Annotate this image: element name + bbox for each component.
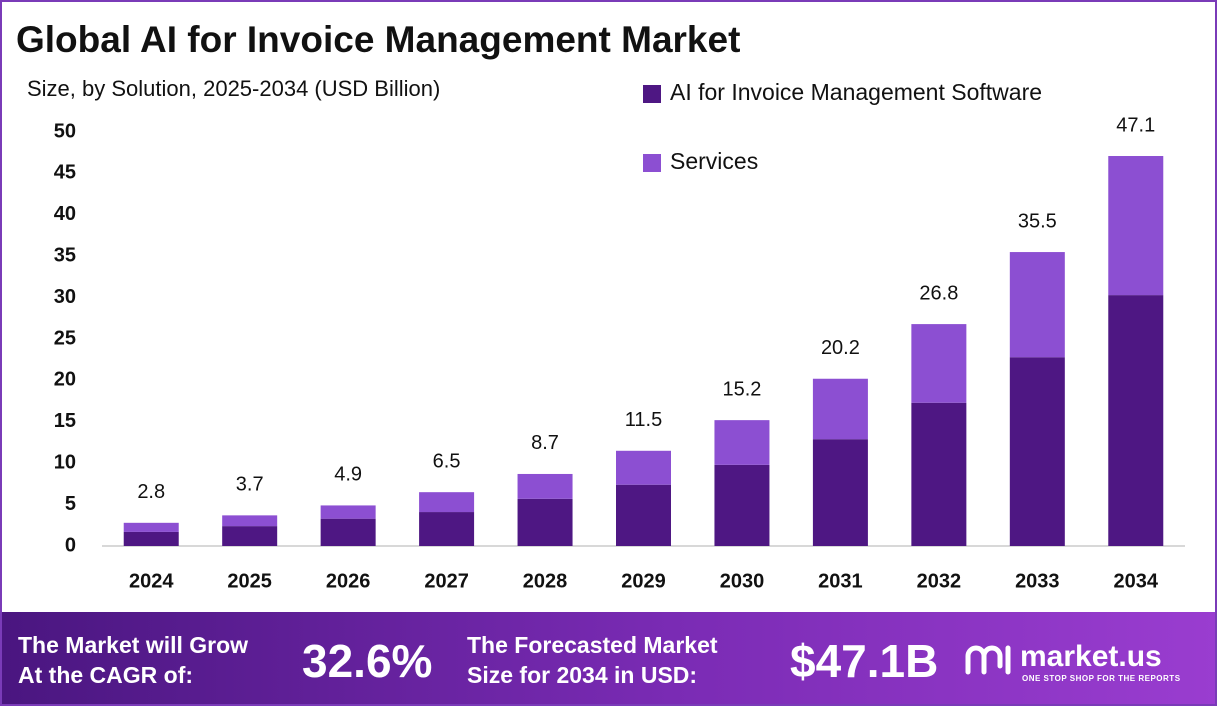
x-tick-label: 2034	[1114, 570, 1159, 592]
footer: The Market will Grow At the CAGR of: 32.6…	[2, 612, 1215, 704]
brand: market.us	[1020, 640, 1162, 673]
y-tick-label: 10	[54, 451, 76, 473]
x-tick-label: 2029	[621, 570, 666, 592]
bar-segment	[123, 531, 179, 546]
x-tick-label: 2024	[129, 570, 174, 592]
bar-segment	[222, 526, 278, 546]
x-tick-label: 2025	[227, 570, 272, 592]
bar-segment	[320, 518, 376, 546]
bar-segment	[320, 505, 376, 519]
bar-segment	[222, 515, 278, 527]
y-tick-label: 50	[54, 120, 76, 142]
forecast-line: The Forecasted Market	[467, 632, 718, 658]
bar-segment	[1108, 295, 1164, 546]
x-tick-label: 2031	[818, 570, 863, 592]
y-tick-label: 25	[54, 327, 76, 349]
bar-segment	[714, 464, 770, 546]
bar-segment	[419, 492, 475, 513]
x-tick-label: 2032	[917, 570, 962, 592]
y-tick-label: 40	[54, 203, 76, 225]
forecast-text: The Forecasted Market Size for 2034 in US…	[467, 630, 718, 690]
bar-segment	[616, 484, 671, 546]
value-label: 35.5	[1018, 210, 1057, 232]
cagr-value: 32.6%	[302, 635, 433, 687]
bar-segment	[714, 420, 770, 465]
y-tick-label: 45	[54, 162, 76, 184]
value-label: 20.2	[821, 337, 860, 359]
cagr-text: The Market will Grow At the CAGR of:	[18, 630, 248, 690]
value-label: 8.7	[531, 432, 559, 454]
cagr-line: At the CAGR of:	[18, 662, 194, 688]
x-tick-label: 2027	[424, 570, 469, 592]
bar-segment	[419, 512, 475, 546]
bar-segment	[123, 522, 179, 532]
bar-segment	[1009, 357, 1065, 546]
chart-title: Global AI for Invoice Management Market	[16, 19, 740, 60]
chart-subtitle: Size, by Solution, 2025-2034 (USD Billio…	[27, 76, 440, 101]
value-label: 3.7	[236, 474, 264, 496]
bar-segment	[1009, 252, 1065, 358]
legend-label: Services	[670, 148, 758, 174]
bar-segment	[517, 473, 573, 499]
legend-swatch	[643, 85, 661, 103]
value-label: 26.8	[919, 282, 958, 304]
bar-segment	[616, 450, 671, 485]
forecast-line: Size for 2034 in USD:	[467, 662, 698, 688]
bar-segment	[911, 324, 967, 403]
y-tick-label: 0	[65, 534, 76, 556]
x-tick-label: 2030	[720, 570, 765, 592]
bar-segment	[911, 402, 967, 546]
y-tick-label: 15	[54, 410, 76, 432]
value-label: 11.5	[625, 409, 662, 431]
value-label: 4.9	[334, 464, 362, 486]
y-tick-label: 20	[54, 369, 76, 391]
bar-segment	[812, 439, 868, 546]
brand-logo	[965, 645, 1011, 675]
y-tick-label: 30	[54, 286, 76, 308]
chart: Global AI for Invoice Management Market …	[16, 19, 1185, 592]
x-tick-label: 2026	[326, 570, 371, 592]
tagline: ONE STOP SHOP FOR THE REPORTS	[1022, 674, 1181, 683]
legend-swatch	[643, 154, 661, 172]
legend-label: AI for Invoice Management Software	[670, 79, 1042, 105]
value-label: 2.8	[137, 481, 165, 503]
value-label: 47.1	[1116, 114, 1155, 136]
y-tick-label: 5	[65, 493, 76, 515]
bar-segment	[812, 378, 868, 440]
value-label: 15.2	[722, 378, 761, 400]
value-label: 6.5	[433, 450, 461, 472]
cagr-line: The Market will Grow	[18, 632, 249, 658]
y-tick-label: 35	[54, 244, 76, 266]
x-tick-label: 2028	[523, 570, 568, 592]
bar-segment	[1108, 156, 1164, 296]
forecast-value: $47.1B	[790, 635, 939, 687]
x-tick-label: 2033	[1015, 570, 1060, 592]
bar-segment	[517, 498, 573, 546]
